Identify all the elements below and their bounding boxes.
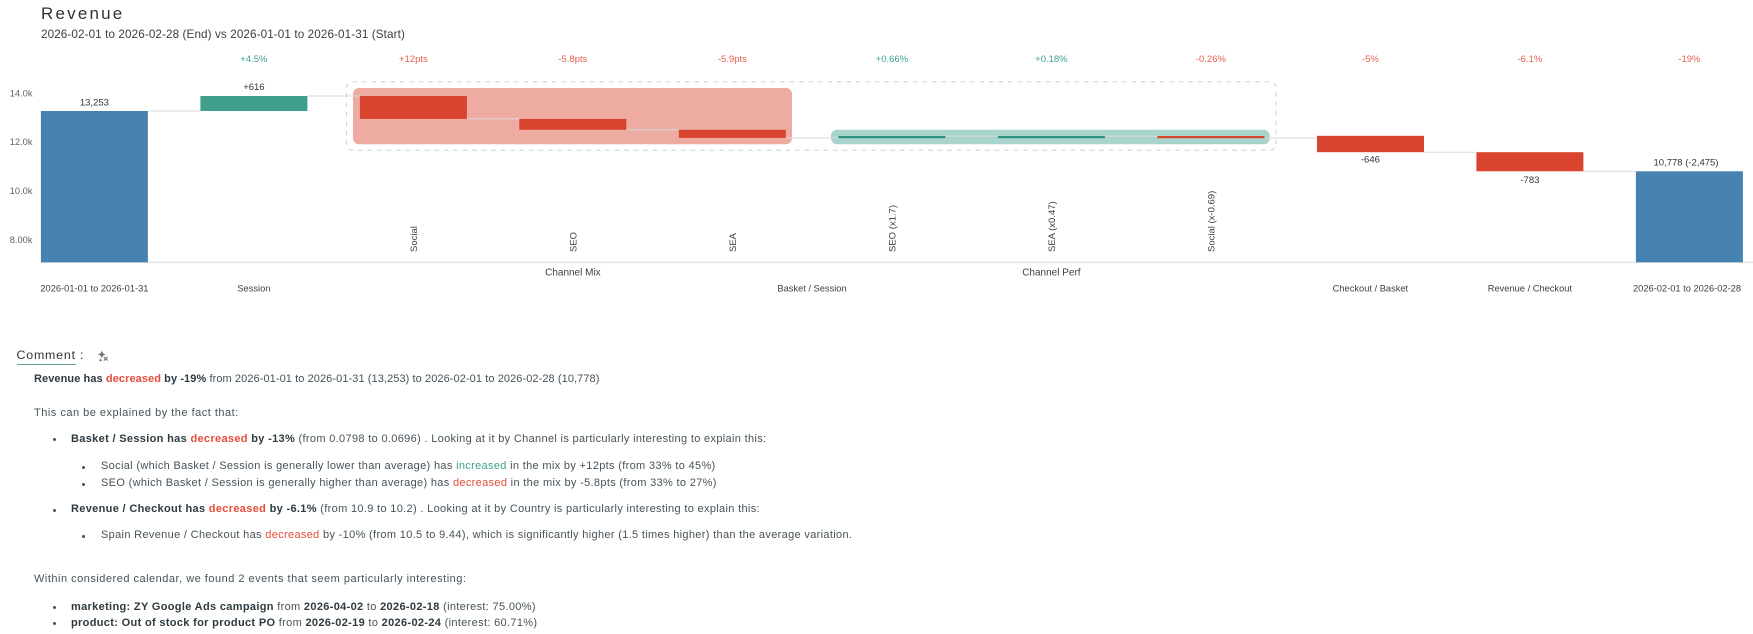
svg-text:-783: -783 [1520, 175, 1539, 186]
svg-text:2026-01-01 to 2026-01-31: 2026-01-01 to 2026-01-31 [40, 283, 148, 293]
svg-text:14.0k: 14.0k [10, 88, 33, 98]
svg-text:10.0k: 10.0k [10, 186, 33, 196]
svg-text:Basket / Session: Basket / Session [777, 283, 846, 293]
svg-text:Channel Perf: Channel Perf [1022, 268, 1081, 279]
svg-text:+0.66%: +0.66% [876, 54, 909, 65]
svg-text:Checkout / Basket: Checkout / Basket [1333, 283, 1409, 293]
svg-text:SEA (x0.47): SEA (x0.47) [1047, 201, 1058, 252]
svg-text:-5%: -5% [1362, 54, 1379, 65]
svg-text:Session: Session [237, 283, 270, 293]
svg-text:Social: Social [409, 226, 420, 252]
svg-text:+616: +616 [243, 82, 264, 93]
svg-text:-6.1%: -6.1% [1517, 54, 1542, 65]
svg-text:+0.18%: +0.18% [1035, 54, 1068, 65]
svg-text:12.0k: 12.0k [10, 137, 33, 147]
svg-text:13,253: 13,253 [80, 98, 109, 109]
svg-text:+12pts: +12pts [399, 54, 428, 65]
svg-text:+4.5%: +4.5% [240, 54, 268, 65]
svg-text:Revenue / Checkout: Revenue / Checkout [1488, 283, 1573, 293]
svg-text:-0.26%: -0.26% [1196, 54, 1227, 65]
svg-text:2026-02-01 to 2026-02-28: 2026-02-01 to 2026-02-28 [1633, 283, 1741, 293]
svg-text:-5.9pts: -5.9pts [718, 54, 747, 65]
svg-text:Channel Mix: Channel Mix [545, 268, 601, 279]
svg-text:SEO (x1.7): SEO (x1.7) [888, 205, 899, 252]
svg-text:10,778 (-2,475): 10,778 (-2,475) [1654, 157, 1719, 168]
svg-text:-646: -646 [1361, 155, 1380, 166]
svg-text:-19%: -19% [1678, 54, 1701, 65]
svg-text:SEA: SEA [728, 232, 739, 252]
svg-text:-5.8pts: -5.8pts [558, 54, 587, 65]
svg-text:Social (x-0.69): Social (x-0.69) [1207, 191, 1218, 252]
svg-text:SEO: SEO [569, 232, 580, 252]
svg-text:8.00k: 8.00k [10, 235, 33, 245]
